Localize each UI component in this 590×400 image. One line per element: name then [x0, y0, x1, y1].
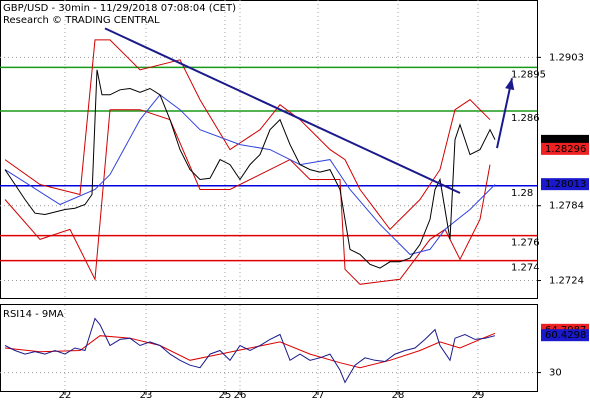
- x-tick-label: 26: [234, 390, 247, 400]
- y-tick-label: 1.2903: [549, 52, 584, 63]
- y-tick-label: 1.2784: [549, 201, 584, 212]
- y-tick-label: 30: [549, 368, 562, 379]
- rsi-panel: [0, 304, 538, 392]
- series-line: [4, 69, 496, 269]
- x-tick-label: 28: [392, 390, 405, 400]
- y-tick-label: 1.2724: [549, 276, 584, 287]
- price-tag-label: 1.28013: [545, 179, 586, 190]
- forecast-arrow: [496, 78, 513, 149]
- x-tick-label: 27: [312, 390, 325, 400]
- level-label: 1.276: [511, 238, 540, 249]
- chart-title: GBP/USD - 30min - 11/29/2018 07:08:04 (C…: [3, 3, 236, 14]
- level-label: 1.2895: [511, 69, 546, 80]
- price-tag: [541, 178, 589, 191]
- x-tick-label: 29: [472, 390, 485, 400]
- x-tick-label: 25: [219, 390, 232, 400]
- level-label: 1.28: [511, 188, 533, 199]
- price-tag-label: 1.28296: [545, 144, 586, 155]
- arrow-head: [505, 78, 515, 91]
- trend-line: [104, 27, 461, 194]
- price-tag: [541, 329, 589, 342]
- x-tick-label: 23: [140, 390, 153, 400]
- series-line: [4, 332, 496, 369]
- chart-subtitle: Research © TRADING CENTRAL: [3, 15, 160, 26]
- price-tag-label: 60.4298: [545, 330, 586, 341]
- price-panel: [0, 0, 538, 299]
- level-label: 1.274: [511, 263, 540, 274]
- level-label: 1.286: [511, 113, 540, 124]
- price-tag-label: 1.2836: [545, 136, 580, 147]
- price-tag: [541, 142, 589, 155]
- series-line: [4, 94, 496, 255]
- series-line: [4, 317, 496, 384]
- x-tick-label: 22: [59, 390, 72, 400]
- rsi-title: RSI14 - 9MA: [3, 309, 64, 320]
